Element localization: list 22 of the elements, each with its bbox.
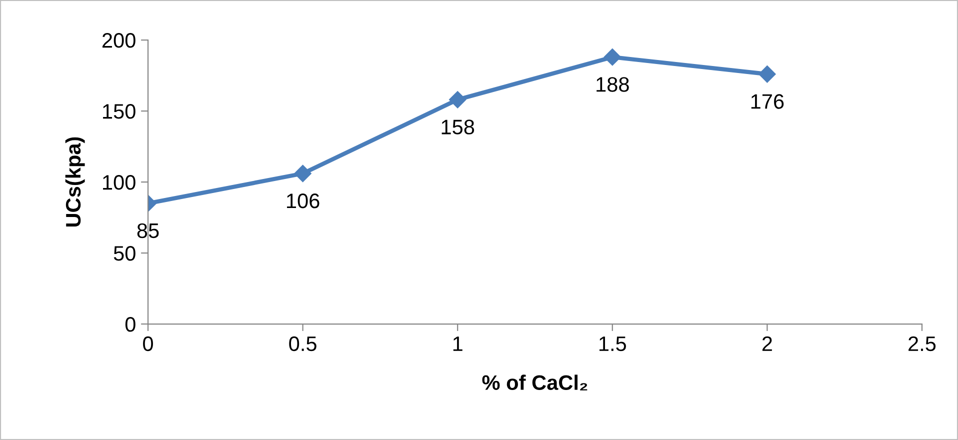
- y-axis-title: UCs(kpa): [65, 137, 85, 226]
- y-tick-label: 200: [102, 33, 136, 48]
- point: [294, 164, 312, 182]
- point: [604, 48, 621, 66]
- point: [449, 91, 466, 108]
- x-tick-label: 1.5: [600, 336, 626, 352]
- data-label: 106: [287, 194, 320, 208]
- x-tick-label: 1: [453, 336, 462, 351]
- data-label: 176: [751, 94, 784, 109]
- y-tick-label: 150: [103, 104, 136, 119]
- data-label: 188: [596, 77, 629, 92]
- y-tick-label: 100: [103, 175, 136, 190]
- y-tick-label: 0: [125, 317, 136, 332]
- x-axis-title: % of CaCl₂: [482, 374, 588, 390]
- x-tick-label: 2: [762, 336, 772, 351]
- x-tick-label: 0.5: [289, 336, 316, 352]
- y-tick-label: 50: [114, 246, 136, 261]
- data-label: 85: [137, 223, 159, 238]
- x-tick-label: 2.5: [908, 336, 936, 352]
- x-tick-label: 0: [143, 336, 153, 352]
- data-label: 158: [442, 120, 474, 134]
- point: [758, 66, 776, 83]
